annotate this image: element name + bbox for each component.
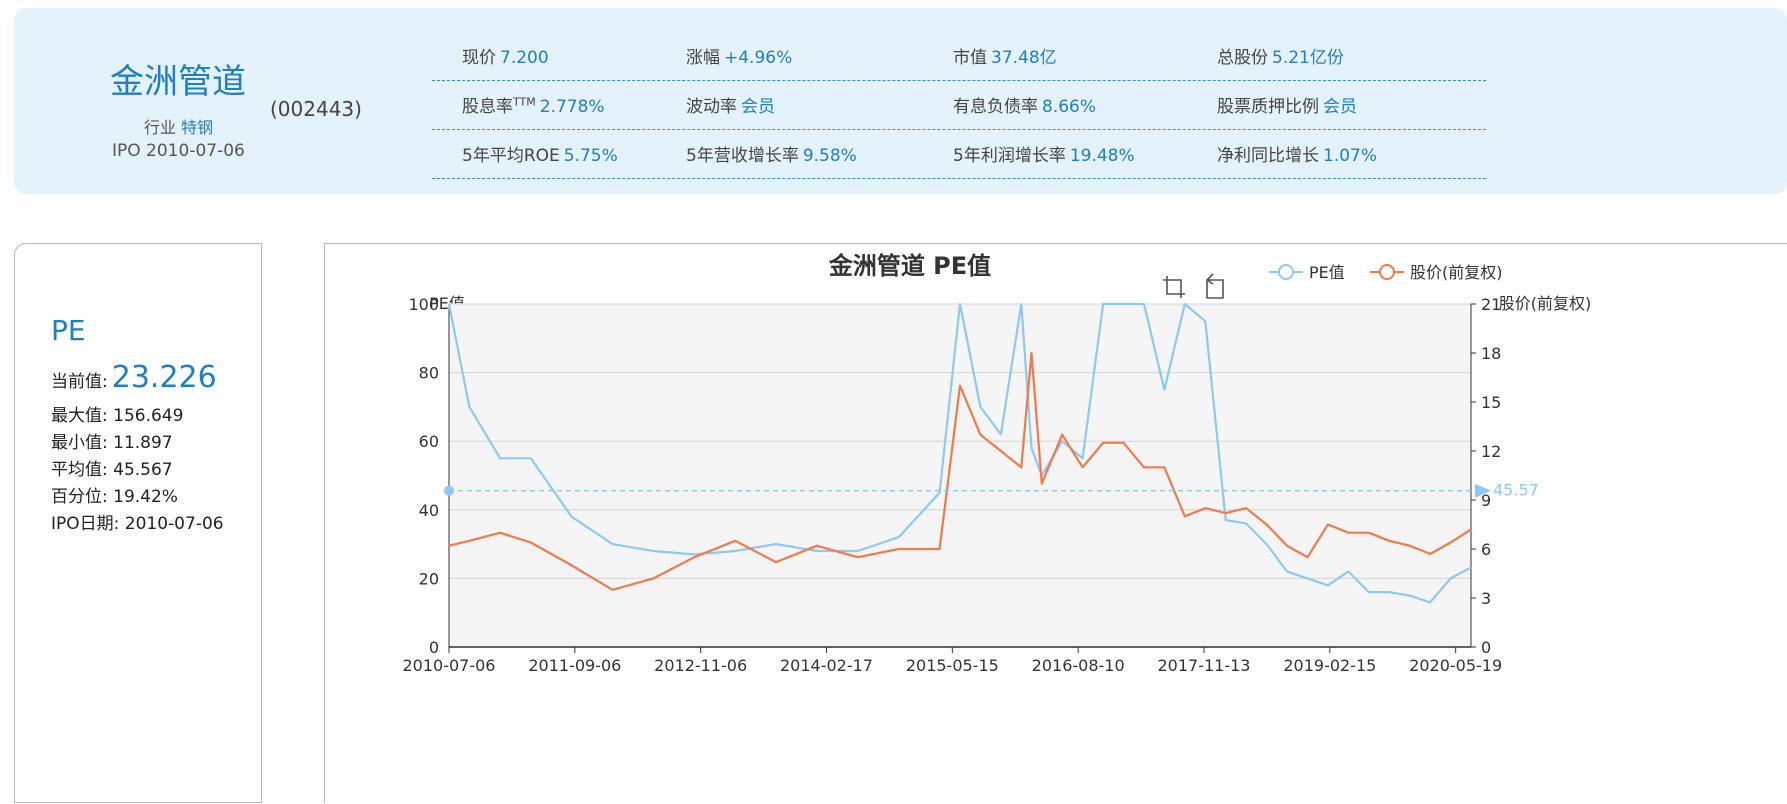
- x-tick-label: 2014-02-17: [780, 656, 873, 675]
- industry-link[interactable]: 特钢: [181, 118, 214, 137]
- zoom-reset-icon[interactable]: [1206, 273, 1224, 299]
- stock-summary-card: 金洲管道 (002443) 行业 特钢 IPO 2010-07-06 现价 7.2…: [14, 8, 1787, 194]
- stock-industry: 行业 特钢: [144, 114, 213, 138]
- stat-current-value: 23.226: [111, 360, 217, 395]
- metric-volatility: 波动率 会员: [686, 97, 775, 117]
- stock-code: (002443): [270, 97, 362, 121]
- y-right-tick-label: 15: [1481, 393, 1501, 412]
- pledge-member-link[interactable]: 会员: [1323, 97, 1357, 117]
- metric-net-profit-yoy: 净利同比增长 1.07%: [1217, 146, 1378, 166]
- y-left-tick-label: 40: [419, 501, 439, 520]
- x-tick-label: 2017-11-13: [1158, 656, 1251, 675]
- x-tick-label: 2016-08-10: [1032, 656, 1125, 675]
- y-right-tick-label: 18: [1481, 344, 1501, 363]
- pe-chart[interactable]: 金洲管道 PE值 PE值 股价(前复权) PE值 股价(前复权) 0204060…: [325, 244, 1787, 804]
- y-right-axis-label: 股价(前复权): [1499, 294, 1592, 313]
- y-right-tick-label: 12: [1481, 442, 1501, 461]
- y-left-tick-label: 20: [419, 569, 439, 588]
- x-tick-label: 2015-05-15: [906, 656, 999, 675]
- y-left-tick-label: 60: [419, 432, 439, 451]
- pe-stats-card: PE 当前值: 23.226 最大值: 156.649 最小值: 11.897 平…: [14, 243, 262, 803]
- stats-title: PE: [51, 314, 86, 347]
- y-right-tick-label: 0: [1481, 638, 1491, 657]
- metric-revenue-growth: 5年营收增长率 9.58%: [686, 146, 857, 166]
- x-tick-label: 2019-02-15: [1283, 656, 1376, 675]
- stock-name: 金洲管道: [110, 62, 246, 102]
- industry-label: 行业: [144, 118, 177, 137]
- chart-panel: 金洲管道 PE值 PE值 股价(前复权) PE值 股价(前复权) 0 20 40 60…: [324, 243, 1787, 803]
- metric-pledge-ratio: 股票质押比例 会员: [1217, 97, 1357, 117]
- stat-percentile: 百分位: 19.42%: [51, 487, 178, 507]
- average-mark-arrow: [1475, 483, 1491, 498]
- chart-title: 金洲管道 PE值: [828, 252, 991, 280]
- legend-price[interactable]: 股价(前复权): [1370, 263, 1503, 282]
- zoom-icon[interactable]: [1163, 276, 1185, 298]
- legend-price-label: 股价(前复权): [1410, 263, 1503, 282]
- stat-avg: 平均值: 45.567: [51, 460, 173, 480]
- x-tick-label: 2012-11-06: [654, 656, 747, 675]
- metric-change: 涨幅 +4.96%: [686, 48, 793, 68]
- average-mark-label: 45.57: [1493, 481, 1539, 500]
- legend-pe[interactable]: PE值: [1269, 263, 1345, 282]
- stat-ipo-date: IPO日期: 2010-07-06: [51, 514, 224, 534]
- metrics-row: 股息率TTM 2.778% 波动率 会员 有息负债率 8.66% 股票质押比例 会员: [432, 81, 1486, 130]
- metrics-row: 5年平均ROE 5.75% 5年营收增长率 9.58% 5年利润增长率 19.48% …: [432, 130, 1486, 179]
- metric-market-cap: 市值 37.48亿: [953, 48, 1057, 68]
- pe-series-line: [447, 302, 1472, 604]
- y-left-tick-label: 100: [408, 295, 439, 314]
- metric-total-shares: 总股份 5.21亿份: [1217, 48, 1344, 68]
- metric-avg-roe: 5年平均ROE 5.75%: [462, 146, 618, 166]
- x-tick-label: 2020-05-19: [1409, 656, 1502, 675]
- average-mark-start: [444, 485, 454, 496]
- y-right-tick-label: 9: [1481, 491, 1491, 510]
- y-right-tick-label: 21: [1481, 295, 1501, 314]
- metric-debt-ratio: 有息负债率 8.66%: [953, 97, 1097, 117]
- stock-ipo-date: IPO 2010-07-06: [112, 141, 245, 161]
- y-right-tick-label: 3: [1481, 589, 1491, 608]
- y-right-tick-label: 6: [1481, 540, 1491, 559]
- volatility-member-link[interactable]: 会员: [741, 97, 775, 117]
- x-tick-label: 2010-07-06: [403, 656, 496, 675]
- legend-pe-label: PE值: [1309, 263, 1345, 282]
- stat-max: 最大值: 156.649: [51, 406, 184, 426]
- metric-profit-growth: 5年利润增长率 19.48%: [953, 146, 1135, 166]
- metric-dividend-yield: 股息率TTM 2.778%: [462, 95, 605, 117]
- stat-min: 最小值: 11.897: [51, 433, 173, 453]
- y-left-tick-label: 0: [429, 638, 439, 657]
- stat-current: 当前值: 23.226: [51, 360, 217, 395]
- metric-price: 现价 7.200: [462, 48, 549, 68]
- metrics-row: 现价 7.200 涨幅 +4.96% 市值 37.48亿 总股份 5.21亿份: [432, 32, 1486, 81]
- y-left-tick-label: 80: [419, 364, 439, 383]
- metrics-table: 现价 7.200 涨幅 +4.96% 市值 37.48亿 总股份 5.21亿份 股息率T…: [432, 32, 1486, 179]
- x-tick-label: 2011-09-06: [528, 656, 621, 675]
- plot-background: [449, 304, 1471, 647]
- plot-area: 0 20 40 60 80 100 0 3 6 9 12 15 18 21 2010-07-06 2011-0…: [403, 295, 1539, 675]
- price-series-line: [448, 351, 1472, 591]
